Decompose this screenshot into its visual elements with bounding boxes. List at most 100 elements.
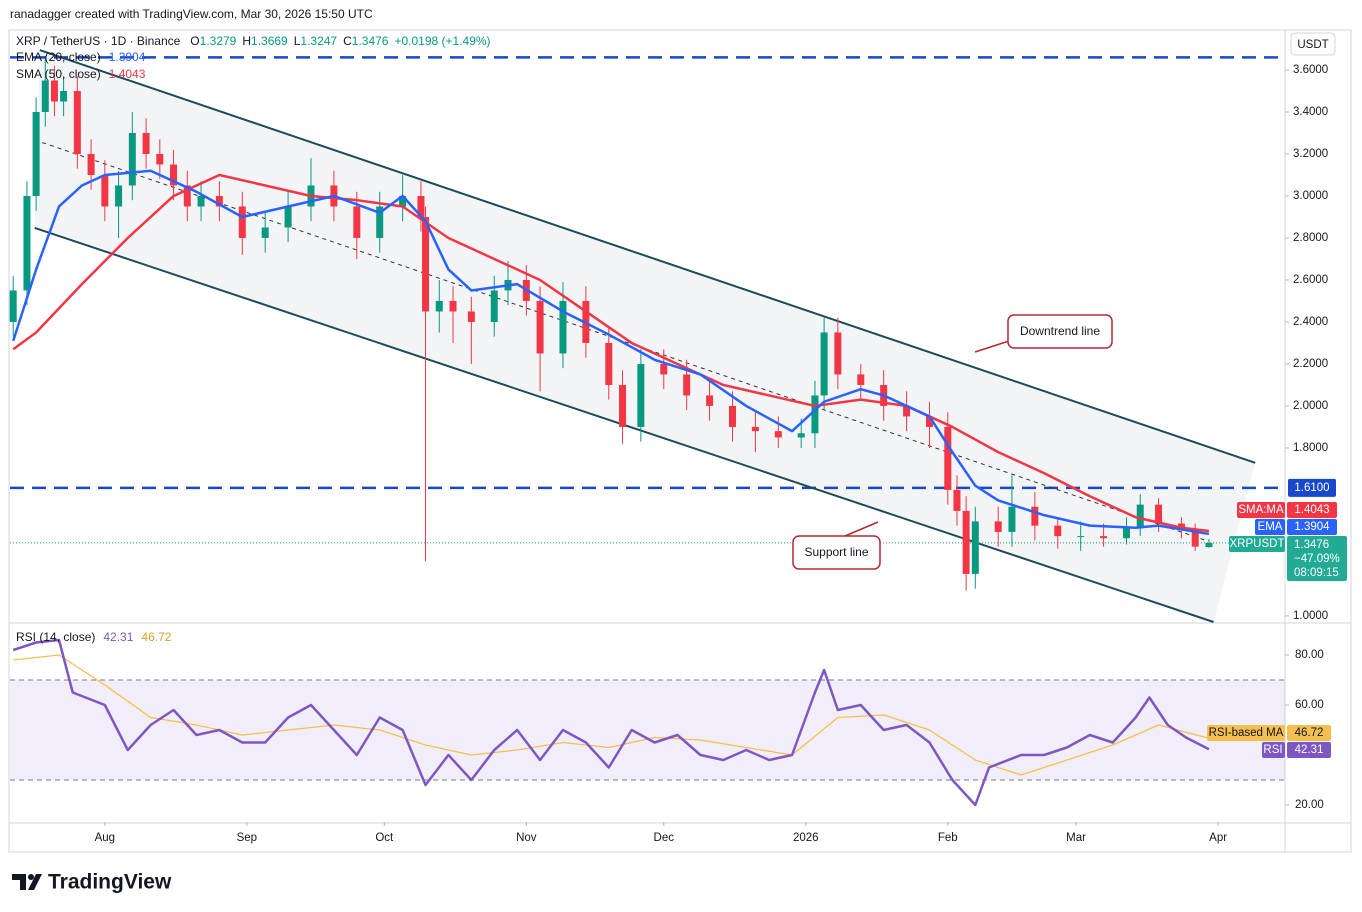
candle-body	[660, 363, 668, 375]
annotation-arrow	[974, 339, 1013, 353]
legend-ohlc: XRP / TetherUS · 1D · Binance O1.3279 H1.3…	[16, 34, 491, 48]
candle-body	[751, 426, 759, 432]
candle-body	[1191, 529, 1199, 547]
legend-letter: C	[343, 34, 352, 48]
legend-ema-value: 1.3904	[109, 50, 146, 64]
candle-body	[619, 384, 627, 427]
candle-body	[197, 195, 205, 207]
legend-letter: L	[294, 34, 301, 48]
price-tag-symbol: XRPUSDT	[1230, 538, 1285, 550]
legend-sma: SMA (50, close) 1.4043	[16, 67, 146, 81]
y-tick-label: 2.0000	[1293, 400, 1328, 412]
level-label: 1.6100	[1294, 482, 1329, 494]
candle-body	[101, 174, 109, 207]
legend-value: 1.3476	[352, 34, 389, 48]
candle-body	[32, 111, 40, 196]
candle-body	[637, 363, 645, 427]
candle-body	[728, 405, 736, 427]
candle-body	[399, 195, 407, 207]
legend-ema: EMA (20, close) 1.3904	[16, 50, 146, 64]
rsi-value: 42.31	[1295, 744, 1324, 756]
candle-body	[60, 91, 68, 102]
candle-body	[834, 332, 842, 375]
annotation-arrow	[844, 521, 879, 537]
legend-sma-name: SMA (50, close)	[16, 67, 101, 81]
legend-letter: H	[242, 34, 251, 48]
ema-value-box	[1287, 519, 1337, 535]
x-tick-label: Sep	[237, 832, 257, 844]
price-tag-box	[1287, 536, 1347, 581]
candle-body	[467, 311, 475, 322]
legend-value: 1.3669	[251, 34, 288, 48]
trend-line	[39, 49, 1256, 464]
candle-body	[87, 153, 95, 175]
legend-change: +0.0198 (+1.49%)	[394, 34, 490, 48]
rsi-band-fill	[10, 680, 1285, 780]
y-tick-label: 3.2000	[1293, 148, 1328, 160]
candle-body	[857, 374, 865, 385]
level-label-box	[1288, 478, 1336, 497]
legend-value: 1.3279	[200, 34, 237, 48]
rsi-y-tick-label: 60.00	[1295, 699, 1324, 711]
price-tag-value: 1.3476	[1294, 539, 1329, 551]
x-tick-label: Aug	[95, 832, 115, 844]
candle-body	[9, 290, 17, 322]
candle-body	[903, 405, 911, 417]
candle-body	[142, 132, 150, 154]
candle-body	[449, 300, 457, 312]
candle-body	[1031, 506, 1039, 526]
candle-body	[156, 153, 164, 165]
candle-body	[1077, 536, 1085, 538]
candle-body	[706, 395, 714, 406]
candle-body	[41, 80, 49, 112]
candle-body	[811, 395, 819, 434]
candle-body	[128, 132, 136, 186]
header: ranadagger created with TradingView.com,…	[10, 7, 373, 21]
chart-frame	[8, 29, 1352, 853]
x-tick-label: Dec	[654, 832, 675, 844]
candle-body	[1155, 504, 1163, 524]
y-tick-label: 1.0000	[1293, 610, 1328, 622]
rsi-ma-tag-box	[1207, 725, 1285, 741]
sma-value-box	[1287, 502, 1337, 518]
y-tick-label: 3.4000	[1293, 106, 1328, 118]
annotation-box	[1007, 314, 1113, 349]
legend-rsi-ma-value: 46.72	[141, 630, 171, 644]
rsi-tag-box	[1262, 742, 1285, 758]
candle-body	[170, 164, 178, 186]
candle-body	[953, 489, 961, 511]
sma-tag-box	[1237, 502, 1285, 518]
x-tick-label: Oct	[375, 832, 394, 844]
candle-body	[417, 195, 425, 217]
candle-body	[925, 416, 933, 427]
ema-value: 1.3904	[1294, 521, 1330, 533]
x-tick-label: Nov	[516, 832, 537, 844]
legend-rsi: RSI (14, close) 42.31 46.72	[16, 630, 172, 644]
legend-ema-name: EMA (20, close)	[16, 50, 101, 64]
candle-body	[971, 521, 979, 574]
y-tick-label: 3.0000	[1293, 190, 1328, 202]
price-tag-change: −47.09%	[1294, 553, 1340, 565]
brand-name: TradingView	[48, 871, 172, 894]
legend-value: 1.3247	[300, 34, 337, 48]
currency-box	[1290, 32, 1336, 56]
annotation-box	[792, 535, 881, 570]
legend-symbol: XRP / TetherUS · 1D · Binance	[16, 34, 181, 48]
candle-body	[215, 195, 223, 207]
candle-body	[1100, 536, 1108, 539]
y-tick-label: 2.2000	[1293, 358, 1328, 370]
candle-body	[1054, 525, 1062, 537]
sma-tag-name: SMA:MA	[1238, 504, 1284, 516]
candle-body	[284, 206, 292, 228]
sma-value: 1.4043	[1294, 504, 1329, 516]
rsi-y-tick-label: 20.00	[1295, 799, 1324, 811]
price-tag-symbol-box	[1229, 536, 1285, 552]
price-tag-countdown: 08:09:15	[1294, 567, 1339, 579]
ema-line	[12, 169, 1210, 536]
rsi-ma-value-box	[1287, 725, 1331, 741]
candle-body	[683, 374, 691, 396]
y-tick-label: 2.6000	[1293, 274, 1328, 286]
legend-rsi-value: 42.31	[103, 630, 133, 644]
y-tick-label: 2.4000	[1293, 316, 1328, 328]
